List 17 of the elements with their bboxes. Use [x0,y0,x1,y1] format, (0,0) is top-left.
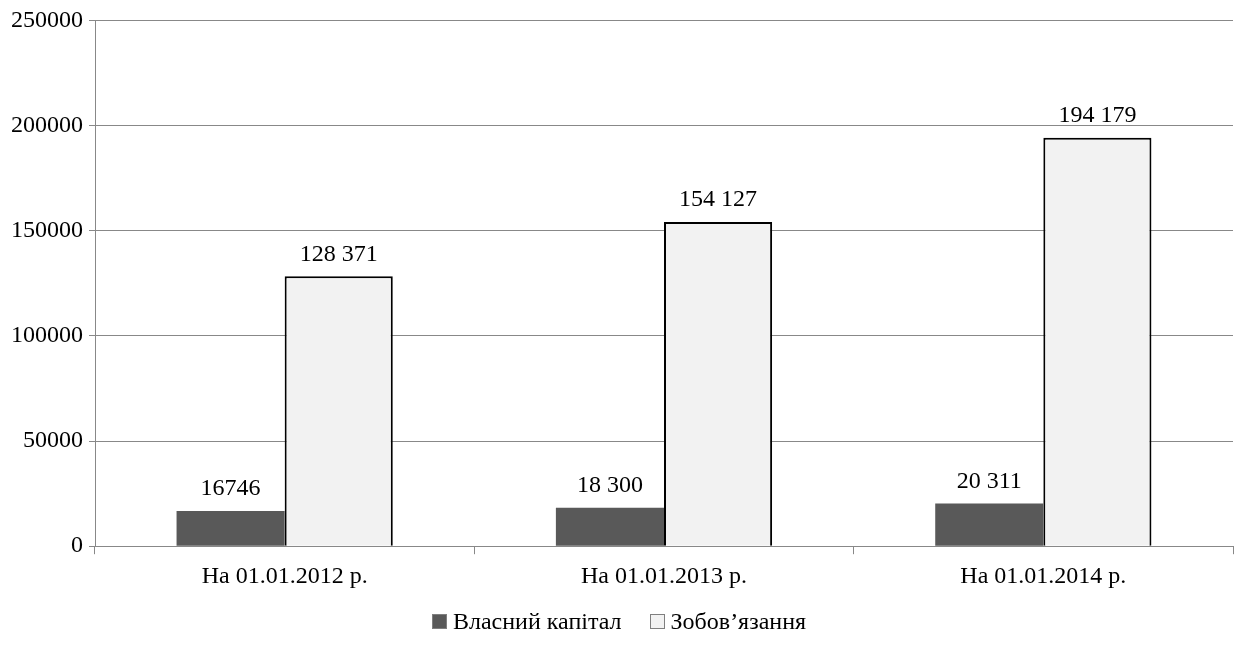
data-label: 20 311 [956,466,1022,493]
data-label: 16746 [200,474,261,501]
data-label: 194 179 [1058,101,1137,128]
y-tick-label: 200000 [11,110,83,137]
y-tick-label: 100000 [11,321,83,348]
data-label: 154 127 [679,185,758,212]
x-tick-label: На 01.01.2013 р. [581,561,747,588]
data-label: 18 300 [576,471,643,498]
text: Зобов’язання [670,608,807,635]
y-tick-label: 50000 [23,426,83,453]
legend-label: Власний капітал [452,608,622,635]
y-tick-label: 0 [71,531,83,558]
y-tick-label: 150000 [11,216,83,243]
y-tick-label: 250000 [11,5,83,32]
data-label: 128 371 [299,239,378,266]
x-tick-label: На 01.01.2014 р. [960,561,1127,588]
x-tick-label: На 01.01.2012 р. [201,561,368,588]
